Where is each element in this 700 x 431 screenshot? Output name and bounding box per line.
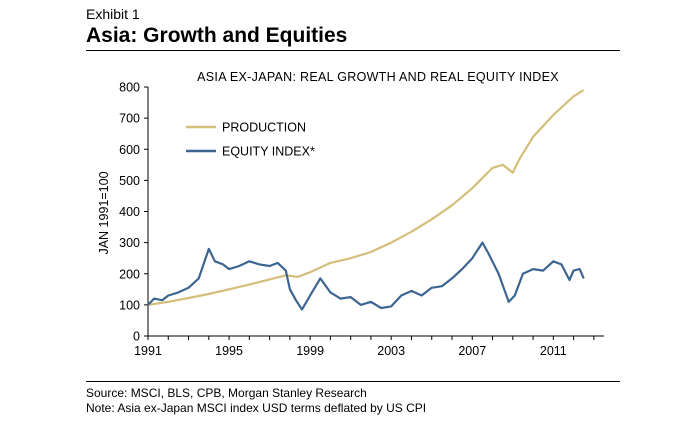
legend-label-equity-index: EQUITY INDEX*	[222, 145, 315, 159]
y-tick-label: 200	[119, 267, 140, 281]
legend-label-production: PRODUCTION	[222, 121, 306, 135]
y-tick-label: 300	[119, 236, 140, 250]
exhibit-label: Exhibit 1	[86, 6, 140, 22]
series-lines	[147, 89, 585, 311]
y-tick-label: 700	[119, 112, 140, 126]
y-tick-label: 400	[119, 205, 140, 219]
legend: PRODUCTION EQUITY INDEX*	[186, 121, 315, 159]
footnote: Note: Asia ex-Japan MSCI index USD terms…	[86, 401, 427, 415]
y-tick-label: 600	[119, 143, 140, 157]
series-line-equity-index	[147, 241, 585, 311]
y-tick-label: 100	[119, 298, 140, 312]
x-tick-label: 1991	[134, 344, 162, 358]
x-tick-label: 2007	[458, 344, 486, 358]
bottom-divider	[86, 381, 620, 382]
top-divider	[86, 50, 620, 51]
x-tick-label: 1999	[296, 344, 324, 358]
series-line-production	[147, 89, 585, 306]
source-note: Source: MSCI, BLS, CPB, Morgan Stanley R…	[86, 386, 367, 400]
page-title: Asia: Growth and Equities	[86, 24, 348, 47]
x-tick-label: 2003	[377, 344, 405, 358]
axes	[144, 86, 604, 340]
y-axis-label: JAN 1991=100	[97, 171, 111, 254]
y-tick-label: 800	[119, 81, 140, 95]
y-tick-label: 0	[133, 330, 140, 344]
tick-labels: 0 100 200 300 400 500 600 700 800 1991 1995 1999 200…	[119, 81, 567, 359]
chart-title: ASIA EX-JAPAN: REAL GROWTH AND REAL EQUI…	[197, 70, 559, 84]
x-tick-label: 1995	[215, 344, 243, 358]
x-tick-label: 2011	[540, 344, 567, 358]
y-tick-label: 500	[119, 174, 140, 188]
